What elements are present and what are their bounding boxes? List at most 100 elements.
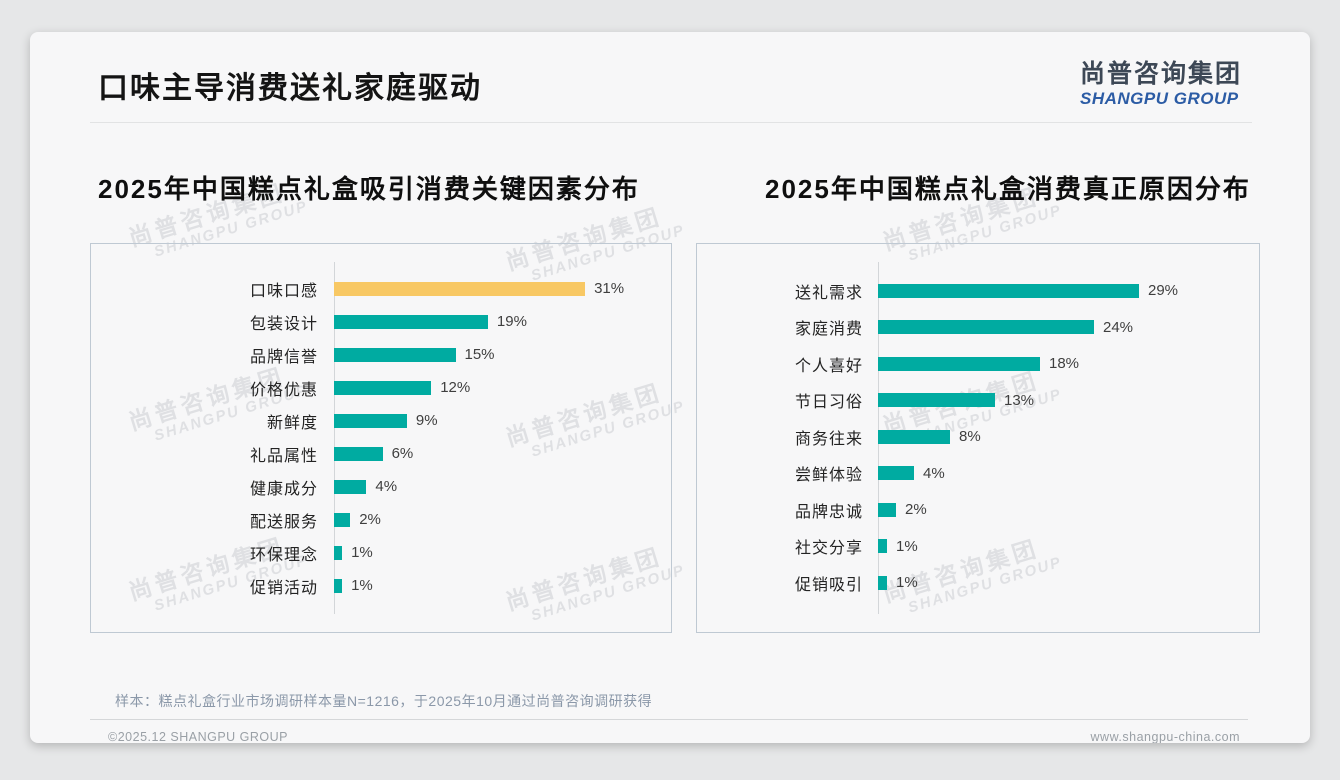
- bar-area: 1%: [334, 577, 671, 594]
- category-label: 促销活动: [249, 579, 318, 597]
- right-chart-title: 2025年中国糕点礼盒消费真正原因分布: [765, 173, 1251, 204]
- bar: [878, 466, 914, 480]
- chart-row: 礼品属性 6%: [91, 437, 671, 470]
- bar-area: 6%: [334, 445, 671, 462]
- bar-area: 1%: [878, 538, 1259, 555]
- chart-row: 包装设计 19%: [91, 305, 671, 338]
- bar: [878, 539, 887, 553]
- bar-area: 19%: [334, 313, 671, 330]
- bar-area: 15%: [334, 346, 671, 363]
- value-label: 19%: [496, 313, 527, 331]
- value-label: 4%: [923, 464, 945, 482]
- right-bar-chart: 送礼需求 29% 家庭消费 24% 个人喜好 18% 节日习俗 13% 商务往来 8% 尝鲜体验 4%…: [697, 244, 1259, 601]
- category-label: 价格优惠: [249, 381, 318, 399]
- logo-english-text: SHANGPU GROUP: [1079, 88, 1239, 108]
- chart-row: 新鲜度 9%: [91, 404, 671, 437]
- bar: [334, 446, 383, 461]
- chart-row: 促销活动 1%: [91, 569, 671, 602]
- bar-area: 2%: [334, 511, 671, 528]
- header-divider: [90, 121, 1252, 123]
- website-text: www.shangpu-china.com: [1090, 730, 1240, 743]
- value-label: 2%: [359, 511, 381, 529]
- bar-area: 29%: [878, 282, 1259, 299]
- category-label: 健康成分: [249, 480, 318, 498]
- category-label: 环保理念: [249, 546, 318, 564]
- sample-note: 样本：糕点礼盒行业市场调研样本量N=1216，于2025年10月通过尚普咨询调研…: [115, 693, 653, 710]
- bar-area: 1%: [334, 544, 671, 561]
- bar-area: 4%: [334, 478, 671, 495]
- value-label: 1%: [896, 537, 918, 555]
- value-label: 1%: [896, 574, 918, 591]
- chart-row: 家庭消费 24%: [697, 309, 1259, 346]
- category-label: 送礼需求: [794, 284, 863, 302]
- chart-row: 商务往来 8%: [697, 418, 1259, 455]
- category-label: 包装设计: [249, 315, 318, 333]
- value-label: 15%: [464, 346, 495, 364]
- chart-row: 送礼需求 29%: [697, 272, 1259, 309]
- bar-area: 1%: [878, 574, 1259, 591]
- bar-area: 13%: [878, 392, 1259, 409]
- company-logo: 尚普咨询集团 SHANGPU GROUP: [1080, 60, 1242, 109]
- value-label: 12%: [440, 379, 471, 397]
- left-bar-chart: 口味口感 31% 包装设计 19% 品牌信誉 15% 价格优惠 12% 新鲜度 9% 礼品属性 6% 健…: [91, 244, 671, 602]
- bar: [878, 502, 896, 517]
- bar-area: 18%: [878, 355, 1259, 372]
- left-chart-title: 2025年中国糕点礼盒吸引消费关键因素分布: [98, 173, 640, 204]
- bar: [334, 512, 351, 527]
- chart-row: 促销吸引 1%: [697, 564, 1259, 601]
- bar-area: 12%: [334, 379, 671, 396]
- value-label: 13%: [1004, 391, 1035, 409]
- charts-row: 口味口感 31% 包装设计 19% 品牌信誉 15% 价格优惠 12% 新鲜度 9% 礼品属性 6% 健…: [30, 243, 1310, 634]
- category-label: 个人喜好: [794, 357, 863, 375]
- bar: [334, 380, 432, 395]
- category-label: 新鲜度: [266, 414, 318, 432]
- bar-area: 31%: [334, 280, 671, 297]
- slide-card: 尚普咨询集团 SHANGPU GROUP 尚普咨询集团 SHANGPU GROUP 尚普…: [30, 32, 1310, 743]
- bar: [878, 393, 995, 407]
- bar: [334, 347, 456, 362]
- value-label: 1%: [351, 544, 373, 562]
- bar: [878, 320, 1094, 334]
- category-label: 节日习俗: [794, 394, 863, 411]
- footer: ©2025.12 SHANGPU GROUP www.shangpu-china…: [30, 720, 1310, 743]
- bar-area: 9%: [334, 412, 671, 429]
- category-label: 社交分享: [794, 540, 863, 557]
- bar: [334, 281, 586, 296]
- right-chart-panel: 送礼需求 29% 家庭消费 24% 个人喜好 18% 节日习俗 13% 商务往来 8% 尝鲜体验 4%…: [696, 243, 1260, 634]
- value-label: 18%: [1049, 355, 1080, 372]
- chart-row: 环保理念 1%: [91, 536, 671, 569]
- chart-row: 个人喜好 18%: [697, 345, 1259, 382]
- category-label: 家庭消费: [794, 321, 863, 338]
- chart-row: 品牌忠诚 2%: [697, 491, 1259, 528]
- left-chart-panel: 口味口感 31% 包装设计 19% 品牌信誉 15% 价格优惠 12% 新鲜度 9% 礼品属性 6% 健…: [90, 243, 672, 634]
- bar: [878, 575, 887, 590]
- y-axis-line: [334, 262, 335, 615]
- bar: [334, 413, 407, 428]
- category-label: 商务往来: [794, 430, 863, 448]
- chart-row: 口味口感 31%: [91, 272, 671, 305]
- chart-row: 配送服务 2%: [91, 503, 671, 536]
- category-label: 配送服务: [249, 513, 318, 531]
- page-title: 口味主导消费送礼家庭驱动: [98, 72, 482, 105]
- footer-divider: [90, 719, 1248, 721]
- bar-area: 2%: [878, 501, 1259, 518]
- copyright-text: ©2025.12 SHANGPU GROUP: [108, 730, 288, 743]
- value-label: 6%: [391, 445, 414, 463]
- bar: [878, 429, 950, 444]
- category-label: 口味口感: [249, 282, 318, 300]
- chart-row: 社交分享 1%: [697, 528, 1259, 565]
- category-label: 品牌忠诚: [794, 503, 863, 521]
- category-label: 品牌信誉: [249, 348, 318, 366]
- chart-row: 节日习俗 13%: [697, 382, 1259, 419]
- chart-row: 尝鲜体验 4%: [697, 455, 1259, 492]
- value-label: 29%: [1148, 282, 1179, 299]
- category-label: 促销吸引: [794, 576, 863, 594]
- bar-area: 4%: [878, 465, 1259, 482]
- bar: [334, 479, 367, 494]
- value-label: 24%: [1103, 318, 1134, 336]
- bar: [878, 283, 1139, 298]
- value-label: 1%: [351, 577, 373, 595]
- logo-chinese-text: 尚普咨询集团: [1079, 60, 1242, 88]
- bar: [334, 314, 488, 329]
- chart-row: 品牌信誉 15%: [91, 338, 671, 371]
